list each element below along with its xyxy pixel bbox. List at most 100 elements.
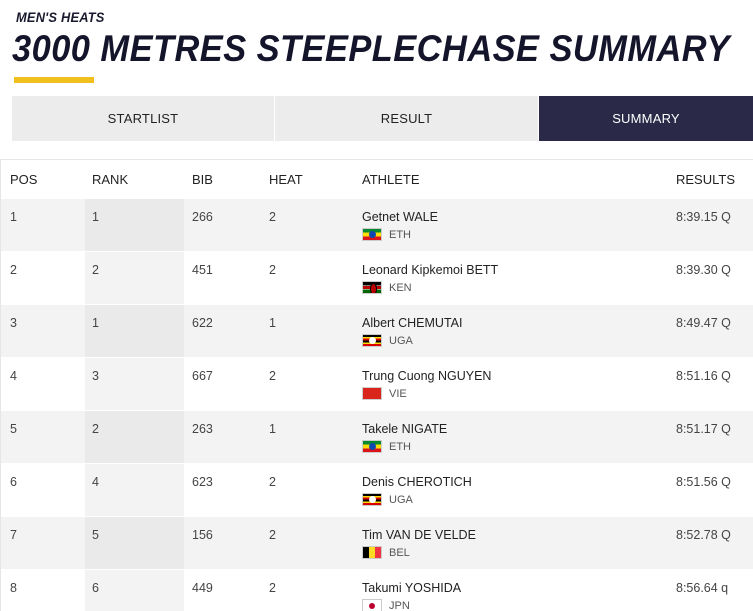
- athlete-name-link[interactable]: Getnet WALE: [362, 210, 438, 224]
- cell-athlete: Leonard Kipkemoi BETT KEN: [362, 263, 498, 294]
- athlete-name-link[interactable]: Takumi YOSHIDA: [362, 581, 462, 595]
- rank-column-bg: [85, 517, 184, 569]
- cell-heat: 2: [269, 475, 276, 489]
- table-row: 6 4 623 2 Denis CHEROTICH UGA 8:51.56 Q: [1, 463, 753, 516]
- title-underline: [14, 77, 94, 83]
- rank-column-bg: [85, 358, 184, 410]
- rank-column-bg: [85, 570, 184, 611]
- rank-column-bg: [85, 411, 184, 463]
- jpn-flag-icon: [362, 599, 382, 611]
- athlete-country: UGA: [362, 493, 472, 506]
- country-code: KEN: [389, 281, 412, 294]
- cell-heat: 1: [269, 316, 276, 330]
- cell-rank: 3: [92, 369, 99, 383]
- rank-column-bg: [85, 199, 184, 251]
- table-row: 2 2 451 2 Leonard Kipkemoi BETT KEN 8:39…: [1, 251, 753, 304]
- athlete-country: KEN: [362, 281, 498, 294]
- results-table: POS RANK BIB HEAT ATHLETE RESULTS 1 1 26…: [0, 159, 753, 611]
- rank-column-bg: [85, 305, 184, 357]
- cell-result: 8:52.78 Q: [676, 528, 731, 542]
- cell-heat: 2: [269, 263, 276, 277]
- country-code: ETH: [389, 228, 411, 241]
- athlete-country: BEL: [362, 546, 476, 559]
- athlete-name-link[interactable]: Denis CHEROTICH: [362, 475, 472, 489]
- athlete-name-link[interactable]: Albert CHEMUTAI: [362, 316, 463, 330]
- athlete-name-link[interactable]: Trung Cuong NGUYEN: [362, 369, 492, 383]
- tab-summary[interactable]: SUMMARY: [539, 96, 753, 141]
- page-subtitle: MEN'S HEATS: [16, 9, 105, 25]
- table-header: POS RANK BIB HEAT ATHLETE RESULTS: [1, 160, 753, 198]
- athlete-country: ETH: [362, 228, 438, 241]
- cell-pos: 6: [10, 475, 17, 489]
- cell-pos: 8: [10, 581, 17, 595]
- cell-result: 8:39.30 Q: [676, 263, 731, 277]
- cell-result: 8:39.15 Q: [676, 210, 731, 224]
- country-code: UGA: [389, 334, 413, 347]
- uga-flag-icon: [362, 334, 382, 347]
- country-code: JPN: [389, 599, 410, 611]
- country-code: BEL: [389, 546, 410, 559]
- cell-pos: 4: [10, 369, 17, 383]
- athlete-name-link[interactable]: Takele NIGATE: [362, 422, 448, 436]
- col-rank-header: RANK: [92, 172, 129, 187]
- cell-bib: 667: [192, 369, 213, 383]
- cell-heat: 2: [269, 528, 276, 542]
- col-pos-header: POS: [10, 172, 38, 187]
- table-row: 8 6 449 2 Takumi YOSHIDA JPN 8:56.64 q: [1, 569, 753, 611]
- athlete-name-link[interactable]: Leonard Kipkemoi BETT: [362, 263, 499, 277]
- cell-bib: 623: [192, 475, 213, 489]
- cell-heat: 2: [269, 369, 276, 383]
- eth-flag-icon: [362, 440, 382, 453]
- rank-column-bg: [85, 464, 184, 516]
- ken-flag-icon: [362, 281, 382, 294]
- cell-bib: 263: [192, 422, 213, 436]
- cell-bib: 449: [192, 581, 213, 595]
- country-code: UGA: [389, 493, 413, 506]
- cell-athlete: Albert CHEMUTAI UGA: [362, 316, 462, 347]
- athlete-name-link[interactable]: Tim VAN DE VELDE: [362, 528, 476, 542]
- cell-rank: 1: [92, 210, 99, 224]
- eth-flag-icon: [362, 228, 382, 241]
- athlete-country: JPN: [362, 599, 461, 611]
- cell-athlete: Takumi YOSHIDA JPN: [362, 581, 461, 611]
- cell-pos: 3: [10, 316, 17, 330]
- cell-result: 8:51.16 Q: [676, 369, 731, 383]
- cell-pos: 5: [10, 422, 17, 436]
- table-row: 3 1 622 1 Albert CHEMUTAI UGA 8:49.47 Q: [1, 304, 753, 357]
- athlete-country: ETH: [362, 440, 447, 453]
- cell-rank: 6: [92, 581, 99, 595]
- col-results-header: RESULTS: [676, 172, 735, 187]
- cell-rank: 5: [92, 528, 99, 542]
- col-athlete-header: ATHLETE: [362, 172, 420, 187]
- tab-bar: STARTLIST RESULT SUMMARY: [12, 96, 753, 141]
- bel-flag-icon: [362, 546, 382, 559]
- tab-startlist[interactable]: STARTLIST: [12, 96, 275, 141]
- table-row: 4 3 667 2 Trung Cuong NGUYEN VIE 8:51.16…: [1, 357, 753, 410]
- cell-bib: 451: [192, 263, 213, 277]
- cell-pos: 2: [10, 263, 17, 277]
- cell-athlete: Getnet WALE ETH: [362, 210, 438, 241]
- cell-bib: 266: [192, 210, 213, 224]
- country-code: VIE: [389, 387, 407, 400]
- cell-result: 8:56.64 q: [676, 581, 729, 595]
- cell-rank: 2: [92, 263, 99, 277]
- cell-result: 8:51.17 Q: [676, 422, 731, 436]
- rank-column-bg: [85, 252, 184, 304]
- cell-heat: 2: [269, 210, 276, 224]
- cell-pos: 1: [10, 210, 17, 224]
- cell-athlete: Trung Cuong NGUYEN VIE: [362, 369, 491, 400]
- page-title: 3000 METRES STEEPLECHASE SUMMARY: [12, 28, 730, 69]
- uga-flag-icon: [362, 493, 382, 506]
- table-row: 1 1 266 2 Getnet WALE ETH 8:39.15 Q: [1, 198, 753, 251]
- cell-athlete: Denis CHEROTICH UGA: [362, 475, 472, 506]
- cell-heat: 1: [269, 422, 276, 436]
- cell-bib: 156: [192, 528, 213, 542]
- tab-result[interactable]: RESULT: [275, 96, 539, 141]
- cell-athlete: Takele NIGATE ETH: [362, 422, 447, 453]
- col-heat-header: HEAT: [269, 172, 303, 187]
- country-code: ETH: [389, 440, 411, 453]
- col-bib-header: BIB: [192, 172, 213, 187]
- vie-flag-icon: [362, 387, 382, 400]
- cell-rank: 1: [92, 316, 99, 330]
- cell-bib: 622: [192, 316, 213, 330]
